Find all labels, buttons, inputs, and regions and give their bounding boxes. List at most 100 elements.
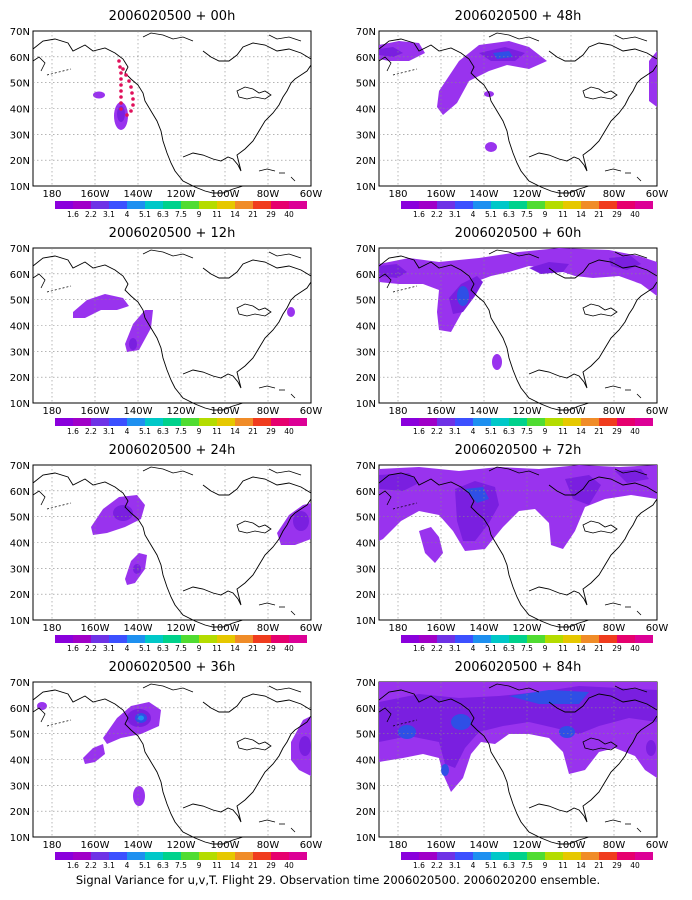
panel-title: 2006020500 + 60h <box>455 226 582 241</box>
colorbar-swatch <box>145 201 163 209</box>
flight-track <box>117 59 135 117</box>
svg-text:60W: 60W <box>646 406 669 417</box>
colorbar-swatch <box>109 418 127 426</box>
svg-text:180: 180 <box>42 840 61 851</box>
colorbar-swatch <box>491 852 509 860</box>
colorbar-swatch <box>635 418 653 426</box>
panel-title: 2006020500 + 72h <box>455 443 582 458</box>
lon-labels: 180 160W 140W 120W 100W 80W 60W <box>388 189 668 200</box>
colorbar-swatch <box>455 852 473 860</box>
lat-labels: 70N 60N 50N 40N 30N 20N 10N <box>356 244 376 410</box>
colorbar-label: 3.1 <box>103 861 115 870</box>
colorbar-label: 3.1 <box>449 427 461 436</box>
svg-text:140W: 140W <box>124 189 153 200</box>
colorbar-swatch <box>545 852 563 860</box>
colorbar-swatch <box>401 635 419 643</box>
colorbar-swatch <box>145 852 163 860</box>
colorbar-label: 40 <box>284 644 294 653</box>
colorbar-label: 11 <box>212 861 222 870</box>
colorbar-swatch <box>217 852 235 860</box>
colorbar-label: 7.5 <box>175 644 187 653</box>
lat-labels: 70N 60N 50N 40N 30N 20N 10N <box>10 678 30 844</box>
svg-text:30N: 30N <box>10 781 30 792</box>
colorbar-swatch <box>145 635 163 643</box>
colorbar: 1.6 2.2 3.1 4 5.1 6.3 7.5 9 11 14 21 29 40 <box>401 418 653 436</box>
colorbar-swatch <box>73 201 91 209</box>
colorbar-label: 7.5 <box>521 861 533 870</box>
colorbar-label: 1.6 <box>413 210 425 219</box>
svg-text:100W: 100W <box>557 840 586 851</box>
colorbar-label: 9 <box>543 644 548 653</box>
colorbar-label: 9 <box>197 427 202 436</box>
svg-text:160W: 160W <box>81 840 110 851</box>
colorbar-label: 4 <box>471 427 476 436</box>
colorbar: 1.6 2.2 3.1 4 5.1 6.3 7.5 9 11 14 21 29 40 <box>55 418 307 436</box>
colorbar-swatch <box>127 635 145 643</box>
svg-text:50N: 50N <box>356 296 376 307</box>
lon-labels: 180 160W 140W 120W 100W 80W 60W <box>42 623 322 634</box>
colorbar-label: 29 <box>266 210 276 219</box>
colorbar-swatch <box>271 418 289 426</box>
colorbar-swatch <box>109 201 127 209</box>
colorbar-swatch <box>199 635 217 643</box>
colorbar-label: 7.5 <box>175 210 187 219</box>
colorbar-label: 3.1 <box>449 210 461 219</box>
colorbar-swatch <box>635 201 653 209</box>
colorbar-swatch <box>455 201 473 209</box>
colorbar-label: 5.1 <box>485 427 497 436</box>
panel-title: 2006020500 + 48h <box>455 9 582 24</box>
svg-text:160W: 160W <box>427 840 456 851</box>
colorbar-swatch <box>599 418 617 426</box>
colorbar-swatch <box>271 635 289 643</box>
colorbar: 1.6 2.2 3.1 4 5.1 6.3 7.5 9 11 14 21 29 40 <box>401 635 653 653</box>
colorbar-label: 14 <box>230 644 240 653</box>
svg-text:120W: 120W <box>513 840 542 851</box>
colorbar-label: 11 <box>558 427 568 436</box>
colorbar-swatch <box>419 635 437 643</box>
colorbar-swatch <box>473 635 491 643</box>
colorbar-swatch <box>127 201 145 209</box>
colorbar-label: 9 <box>197 644 202 653</box>
panel-title: 2006020500 + 00h <box>109 9 236 24</box>
svg-text:70N: 70N <box>356 461 376 472</box>
svg-text:40N: 40N <box>10 322 30 333</box>
colorbar-swatch <box>163 635 181 643</box>
colorbar-swatch <box>509 201 527 209</box>
colorbar-label: 3.1 <box>449 644 461 653</box>
svg-text:160W: 160W <box>81 406 110 417</box>
colorbar-label: 5.1 <box>139 644 151 653</box>
svg-text:160W: 160W <box>427 189 456 200</box>
signal-contours <box>379 682 657 792</box>
colorbar-swatch <box>581 418 599 426</box>
colorbar-label: 6.3 <box>503 210 515 219</box>
colorbar-swatch <box>217 418 235 426</box>
colorbar-label: 5.1 <box>139 861 151 870</box>
colorbar-swatch <box>127 418 145 426</box>
lon-labels: 180 160W 140W 120W 100W 80W 60W <box>388 406 668 417</box>
colorbar-swatch <box>145 418 163 426</box>
colorbar-swatch <box>473 201 491 209</box>
svg-text:60W: 60W <box>300 189 323 200</box>
colorbar-swatch <box>455 635 473 643</box>
colorbar-label: 2.2 <box>431 427 443 436</box>
colorbar-label: 2.2 <box>431 861 443 870</box>
colorbar-label: 29 <box>612 427 622 436</box>
colorbar-label: 11 <box>212 644 222 653</box>
colorbar-swatch <box>109 635 127 643</box>
svg-text:30N: 30N <box>356 781 376 792</box>
colorbar-swatch <box>509 852 527 860</box>
svg-text:40N: 40N <box>356 539 376 550</box>
colorbar-swatch <box>163 201 181 209</box>
svg-text:140W: 140W <box>470 623 499 634</box>
colorbar-swatch <box>55 852 73 860</box>
colorbar-swatch <box>271 852 289 860</box>
colorbar-label: 4 <box>471 644 476 653</box>
colorbar-swatch <box>289 201 307 209</box>
colorbar-label: 9 <box>197 210 202 219</box>
colorbar: 1.6 2.2 3.1 4 5.1 6.3 7.5 9 11 14 21 29 40 <box>401 852 653 870</box>
svg-text:20N: 20N <box>10 807 30 818</box>
svg-text:60N: 60N <box>10 53 30 64</box>
colorbar-label: 1.6 <box>413 861 425 870</box>
colorbar-swatch <box>581 201 599 209</box>
svg-text:70N: 70N <box>10 27 30 38</box>
